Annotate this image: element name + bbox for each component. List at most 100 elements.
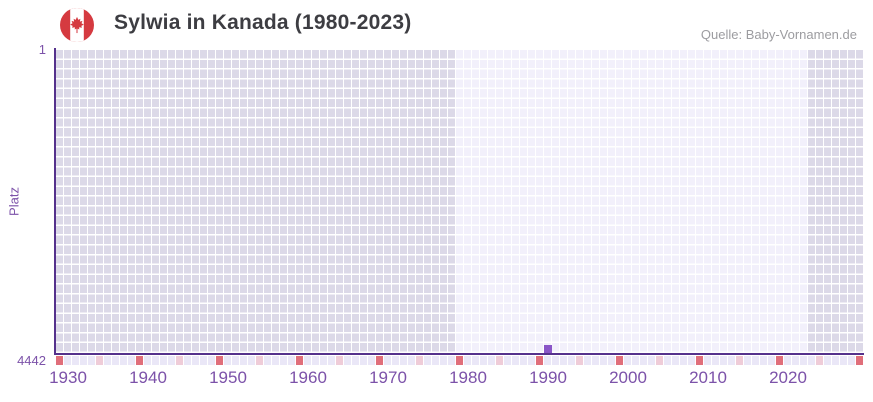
- tick-cell: [392, 356, 399, 365]
- grid-column: [64, 50, 71, 353]
- grid-column: [600, 50, 607, 353]
- tick-cell: [408, 356, 415, 365]
- grid-column: [488, 50, 495, 353]
- tick-cell: [624, 356, 631, 365]
- tick-cell: [808, 356, 815, 365]
- grid-column: [560, 50, 567, 353]
- plot-grid: [56, 50, 864, 353]
- tick-cell: [592, 356, 599, 365]
- grid-column: [104, 50, 111, 353]
- grid-column: [312, 50, 319, 353]
- grid-column: [376, 50, 383, 353]
- grid-column: [648, 50, 655, 353]
- tick-cell: [608, 356, 615, 365]
- grid-column: [432, 50, 439, 353]
- grid-column: [768, 50, 775, 353]
- grid-column: [776, 50, 783, 353]
- y-axis-top-label: 1: [38, 42, 46, 57]
- decade-tick-cell: [456, 356, 463, 365]
- grid-column: [520, 50, 527, 353]
- grid-column: [176, 50, 183, 353]
- grid-column: [304, 50, 311, 353]
- x-axis-label-2020: 2020: [769, 368, 807, 387]
- tick-cell: [784, 356, 791, 365]
- tick-cell: [184, 356, 191, 365]
- grid-column: [616, 50, 623, 353]
- decade-tick-cell: [136, 356, 143, 365]
- canada-flag-icon: [60, 8, 94, 42]
- grid-column: [784, 50, 791, 353]
- grid-column: [760, 50, 767, 353]
- grid-column: [728, 50, 735, 353]
- grid-column: [272, 50, 279, 353]
- x-axis-line: [54, 353, 864, 355]
- grid-column: [200, 50, 207, 353]
- grid-column: [744, 50, 751, 353]
- grid-column: [672, 50, 679, 353]
- tick-cell: [280, 356, 287, 365]
- grid-column: [248, 50, 255, 353]
- half-decade-tick-cell: [816, 356, 823, 365]
- grid-column: [536, 50, 543, 353]
- x-axis-label-1950: 1950: [209, 368, 247, 387]
- tick-cell: [384, 356, 391, 365]
- grid-column: [824, 50, 831, 353]
- grid-column: [568, 50, 575, 353]
- grid-column: [208, 50, 215, 353]
- tick-cell: [432, 356, 439, 365]
- grid-column: [552, 50, 559, 353]
- decade-tick-cell: [696, 356, 703, 365]
- x-axis-label-2010: 2010: [689, 368, 727, 387]
- tick-cell: [304, 356, 311, 365]
- half-decade-tick-cell: [656, 356, 663, 365]
- tick-cell: [64, 356, 71, 365]
- x-axis-label-2000: 2000: [609, 368, 647, 387]
- grid-column: [368, 50, 375, 353]
- grid-column: [160, 50, 167, 353]
- grid-column: [296, 50, 303, 353]
- grid-column: [720, 50, 727, 353]
- tick-cell: [800, 356, 807, 365]
- grid-column: [384, 50, 391, 353]
- x-axis-labels: 1930 1940 1950 1960 1970 1980 1990 2000 2010 2020: [49, 368, 864, 390]
- grid-column: [592, 50, 599, 353]
- tick-cell: [688, 356, 695, 365]
- tick-cell: [560, 356, 567, 365]
- tick-cell: [264, 356, 271, 365]
- half-decade-tick-cell: [496, 356, 503, 365]
- grid-column: [712, 50, 719, 353]
- tick-cell: [328, 356, 335, 365]
- grid-column: [640, 50, 647, 353]
- grid-column: [472, 50, 479, 353]
- half-decade-tick-cell: [256, 356, 263, 365]
- tick-cell: [352, 356, 359, 365]
- grid-column: [192, 50, 199, 353]
- tick-cell: [248, 356, 255, 365]
- rank-bar-1990[interactable]: [544, 345, 552, 353]
- y-axis-bottom-label: 4442: [17, 353, 46, 368]
- x-axis-label-1980: 1980: [449, 368, 487, 387]
- half-decade-tick-cell: [736, 356, 743, 365]
- grid-column: [656, 50, 663, 353]
- x-axis-label-1990: 1990: [529, 368, 567, 387]
- grid-column: [664, 50, 671, 353]
- grid-column: [152, 50, 159, 353]
- tick-cell: [112, 356, 119, 365]
- grid-column: [576, 50, 583, 353]
- grid-column: [464, 50, 471, 353]
- tick-cell: [488, 356, 495, 365]
- tick-cell: [272, 356, 279, 365]
- tick-cell: [528, 356, 535, 365]
- grid-column: [168, 50, 175, 353]
- grid-column: [120, 50, 127, 353]
- grid-column: [448, 50, 455, 353]
- grid-column: [216, 50, 223, 353]
- tick-cell: [768, 356, 775, 365]
- tick-cell: [440, 356, 447, 365]
- grid-column: [400, 50, 407, 353]
- tick-cell: [368, 356, 375, 365]
- grid-column: [440, 50, 447, 353]
- tick-cell: [464, 356, 471, 365]
- tick-cell: [512, 356, 519, 365]
- grid-column: [280, 50, 287, 353]
